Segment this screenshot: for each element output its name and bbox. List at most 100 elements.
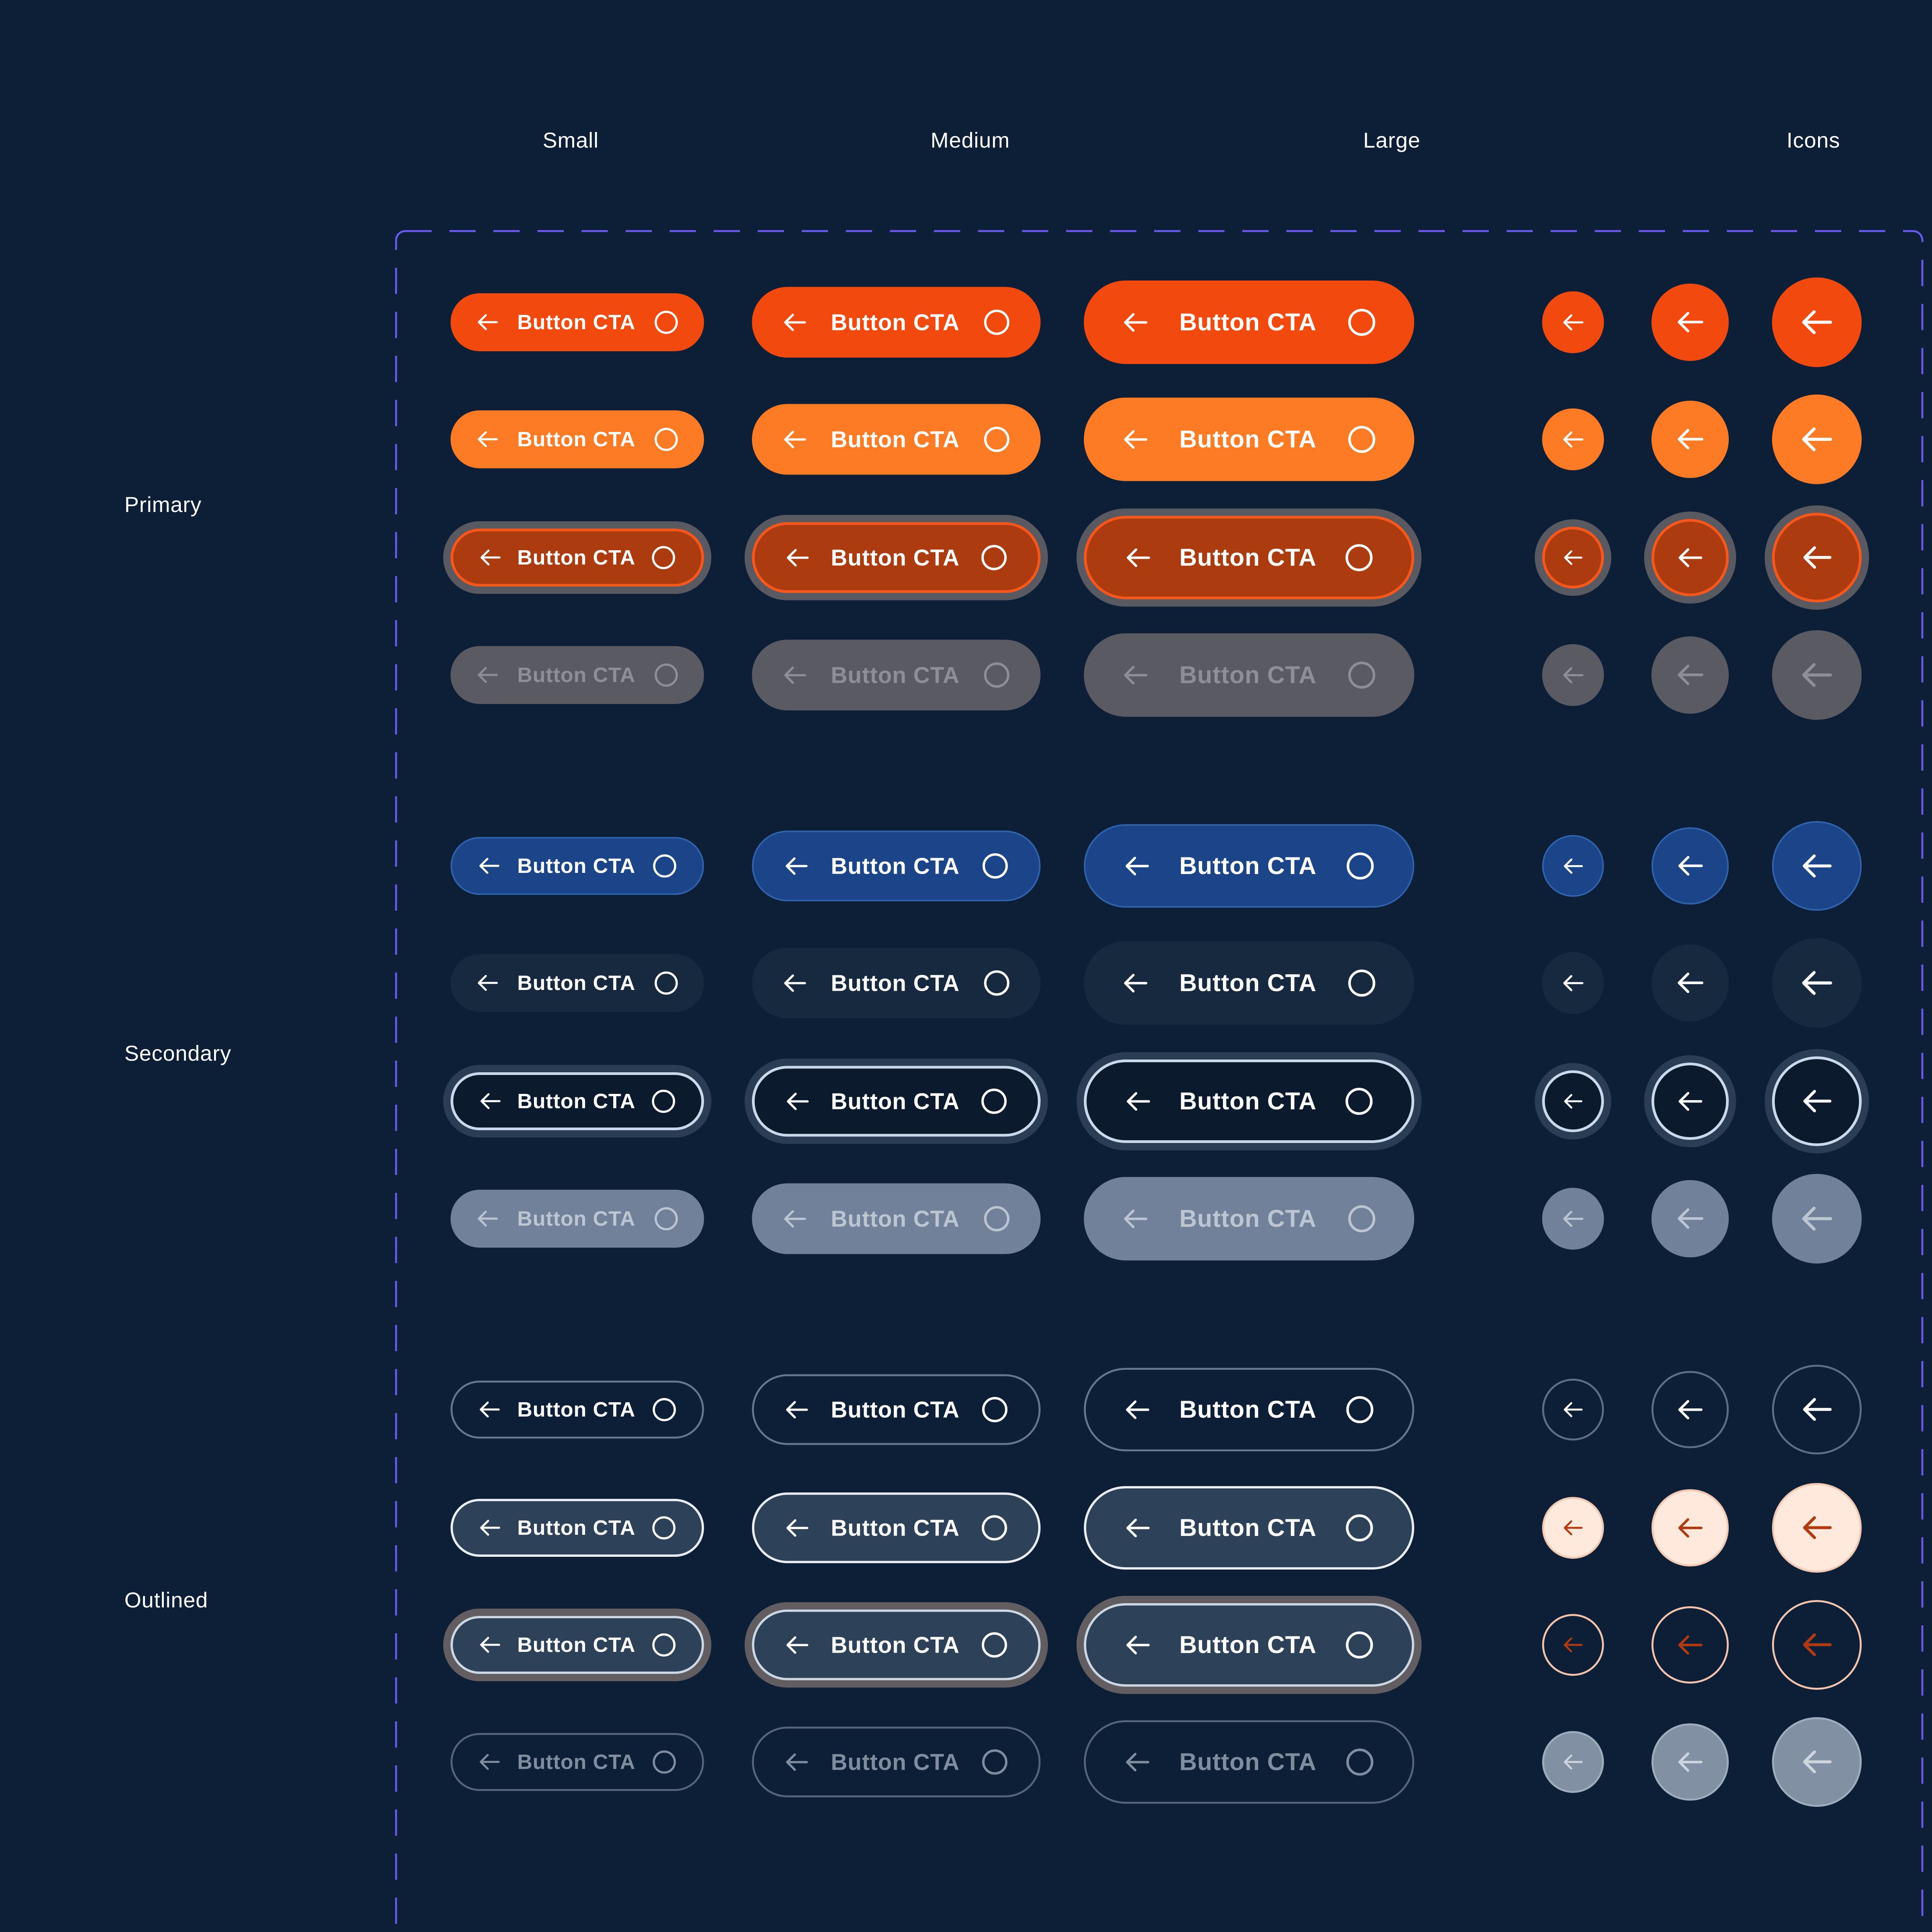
cta-button-medium[interactable]: Button CTA bbox=[752, 1609, 1041, 1680]
circle-icon bbox=[1345, 423, 1378, 456]
cell-large: Button CTA bbox=[1084, 1720, 1414, 1804]
icon-button-large[interactable] bbox=[1772, 277, 1862, 367]
cta-button-large[interactable]: Button CTA bbox=[1084, 281, 1414, 364]
icon-button-small[interactable] bbox=[1542, 527, 1604, 588]
icon-button-small[interactable] bbox=[1542, 835, 1604, 897]
cta-button-medium[interactable]: Button CTA bbox=[752, 1066, 1041, 1137]
button-label: Button CTA bbox=[831, 1632, 960, 1658]
cell-large: Button CTA bbox=[1084, 1486, 1414, 1570]
arrow-left-icon bbox=[1774, 631, 1859, 719]
icon-button-large[interactable] bbox=[1772, 1365, 1862, 1454]
arrow-left-icon bbox=[781, 661, 809, 689]
cta-button-medium[interactable]: Button CTA bbox=[752, 947, 1041, 1019]
icon-button-large[interactable] bbox=[1772, 1483, 1862, 1573]
button-label: Button CTA bbox=[517, 854, 636, 878]
button-label: Button CTA bbox=[517, 1516, 636, 1539]
cell-small: Button CTA bbox=[451, 837, 704, 895]
cta-button-small[interactable]: Button CTA bbox=[451, 1616, 704, 1674]
cell-icon-small bbox=[1542, 527, 1604, 588]
cell-icon-large bbox=[1772, 1174, 1862, 1264]
arrow-left-icon bbox=[477, 544, 503, 571]
icon-button-medium[interactable] bbox=[1651, 1063, 1729, 1140]
arrow-left-icon bbox=[783, 543, 812, 572]
cta-button-small[interactable]: Button CTA bbox=[451, 1072, 704, 1130]
arrow-left-icon bbox=[474, 662, 501, 688]
cta-button-small[interactable]: Button CTA bbox=[451, 1499, 704, 1557]
cta-button-medium[interactable]: Button CTA bbox=[752, 830, 1041, 901]
tertiary-default-row: Button CTA Button CTA Button CTA bbox=[0, 1910, 1932, 1932]
cta-button-medium[interactable]: Button CTA bbox=[752, 1492, 1041, 1563]
cell-icon-medium bbox=[1651, 1606, 1729, 1684]
cell-medium: Button CTA bbox=[752, 1726, 1041, 1798]
arrow-left-icon bbox=[1547, 530, 1599, 585]
icon-button-medium[interactable] bbox=[1651, 1489, 1729, 1566]
arrow-left-icon bbox=[1123, 1086, 1153, 1117]
cta-button-medium[interactable]: Button CTA bbox=[752, 404, 1041, 475]
cta-button-large[interactable]: Button CTA bbox=[1084, 941, 1414, 1025]
cta-button-medium[interactable]: Button CTA bbox=[752, 522, 1041, 593]
icon-button-small[interactable] bbox=[1542, 1379, 1604, 1440]
cell-icon-small bbox=[1542, 408, 1604, 470]
icon-button-large[interactable] bbox=[1772, 513, 1862, 602]
icon-button-medium[interactable] bbox=[1651, 1371, 1729, 1448]
arrow-left-icon bbox=[1777, 516, 1857, 599]
icon-button-large[interactable] bbox=[1772, 1056, 1862, 1146]
cta-button-medium[interactable]: Button CTA bbox=[752, 287, 1041, 358]
icon-button-small[interactable] bbox=[1542, 1614, 1604, 1676]
cell-icon-small bbox=[1542, 1614, 1604, 1676]
cta-button-small[interactable]: Button CTA bbox=[451, 293, 704, 351]
icon-button-large[interactable] bbox=[1772, 821, 1862, 911]
button-label: Button CTA bbox=[517, 1750, 636, 1774]
button-label: Button CTA bbox=[831, 545, 960, 570]
arrow-left-icon bbox=[1656, 522, 1724, 593]
button-label: Button CTA bbox=[831, 853, 960, 879]
icon-button-small[interactable] bbox=[1542, 952, 1604, 1014]
icon-button-medium bbox=[1651, 636, 1729, 714]
icon-button-small bbox=[1542, 644, 1604, 706]
cta-button-small[interactable]: Button CTA bbox=[451, 529, 704, 587]
cta-button-large[interactable]: Button CTA bbox=[1084, 1060, 1414, 1143]
icon-button-small[interactable] bbox=[1542, 408, 1604, 470]
arrow-left-icon bbox=[1120, 660, 1151, 690]
cta-button-small[interactable]: Button CTA bbox=[451, 954, 704, 1012]
cell-large: Button CTA bbox=[1084, 633, 1414, 717]
cell-large: Button CTA bbox=[1084, 1177, 1414, 1260]
button-label: Button CTA bbox=[1179, 1748, 1317, 1776]
cta-button-small[interactable]: Button CTA bbox=[451, 410, 704, 468]
icon-button-medium[interactable] bbox=[1651, 519, 1729, 596]
cta-button-small[interactable]: Button CTA bbox=[451, 1381, 704, 1439]
cta-button-large[interactable]: Button CTA bbox=[1084, 1603, 1414, 1687]
cta-button-large[interactable]: Button CTA bbox=[1084, 1368, 1414, 1451]
cell-medium: Button CTA bbox=[752, 404, 1041, 475]
icon-button-medium[interactable] bbox=[1651, 944, 1729, 1022]
arrow-left-icon bbox=[781, 425, 809, 454]
icon-button-medium[interactable] bbox=[1651, 284, 1729, 361]
cta-button-small: Button CTA bbox=[451, 1190, 704, 1248]
cell-large: Button CTA bbox=[1084, 1603, 1414, 1687]
icon-button-large[interactable] bbox=[1772, 938, 1862, 1028]
primary-hover-row: Button CTA Button CTA Button CTA bbox=[0, 395, 1932, 484]
arrow-left-icon bbox=[477, 1088, 503, 1114]
cell-icon-medium bbox=[1651, 1371, 1729, 1448]
icon-button-small[interactable] bbox=[1542, 1070, 1604, 1132]
cta-button-large[interactable]: Button CTA bbox=[1084, 824, 1414, 908]
button-label: Button CTA bbox=[1179, 426, 1317, 453]
cta-button-large[interactable]: Button CTA bbox=[1084, 1486, 1414, 1570]
cell-medium: Button CTA bbox=[752, 1374, 1041, 1445]
cta-button-medium[interactable]: Button CTA bbox=[752, 1374, 1041, 1445]
cta-button-large[interactable]: Button CTA bbox=[1084, 398, 1414, 481]
icon-button-large[interactable] bbox=[1772, 395, 1862, 484]
arrow-left-icon bbox=[1547, 1073, 1599, 1129]
arrow-left-icon bbox=[1120, 968, 1151, 998]
circle-icon bbox=[981, 1203, 1012, 1234]
icon-button-small[interactable] bbox=[1542, 291, 1604, 353]
button-label: Button CTA bbox=[517, 1090, 636, 1113]
cta-button-small[interactable]: Button CTA bbox=[451, 837, 704, 895]
icon-button-medium[interactable] bbox=[1651, 827, 1729, 905]
cta-button-large[interactable]: Button CTA bbox=[1084, 516, 1414, 599]
icon-button-medium[interactable] bbox=[1651, 401, 1729, 478]
icon-button-medium[interactable] bbox=[1651, 1606, 1729, 1684]
icon-button-small[interactable] bbox=[1542, 1497, 1604, 1559]
icon-button-large[interactable] bbox=[1772, 1600, 1862, 1690]
arrow-left-icon bbox=[476, 1749, 503, 1775]
